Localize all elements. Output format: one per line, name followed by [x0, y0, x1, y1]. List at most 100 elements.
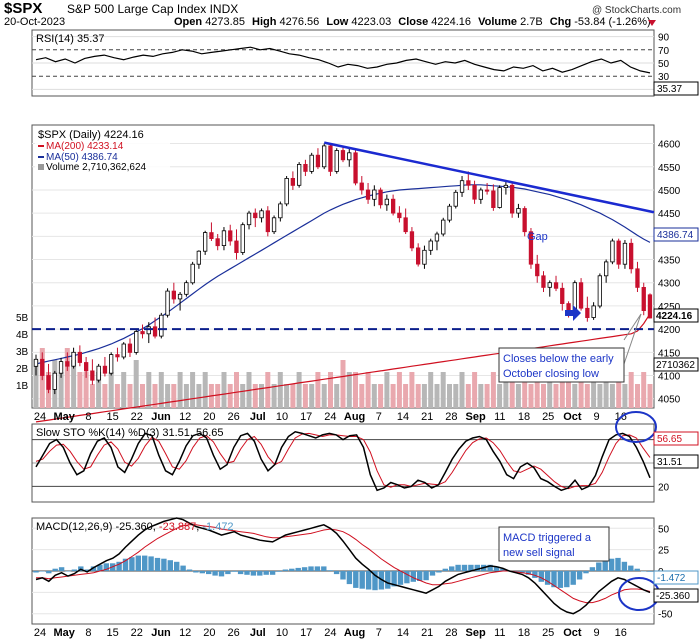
- candle-body: [115, 354, 120, 358]
- candle-body: [553, 282, 559, 289]
- macd-histogram-bar: [647, 571, 653, 572]
- callout-pointer: [623, 313, 642, 341]
- candle-body: [629, 242, 634, 270]
- volume-bar: [202, 372, 208, 408]
- x-axis-label: Sep: [466, 627, 486, 639]
- macd-histogram-bar: [551, 571, 557, 588]
- x-axis-label: 20: [203, 411, 215, 423]
- macd-annotation-line-2: new sell signal: [503, 547, 575, 559]
- volume-bar: [277, 372, 283, 408]
- candle-body: [102, 365, 108, 374]
- x-axis-label: 17: [300, 627, 312, 639]
- watermark: @ StockCharts.com: [592, 5, 681, 16]
- macd-histogram-bar: [429, 571, 436, 576]
- candle-body: [535, 263, 540, 277]
- volume-bar: [121, 372, 127, 408]
- candle-body: [428, 240, 433, 251]
- candle-body: [65, 361, 70, 367]
- x-axis-label: 10: [276, 627, 288, 639]
- x-axis-label: 24: [34, 627, 46, 639]
- candle-body: [347, 152, 352, 161]
- x-axis-label: 21: [421, 411, 433, 423]
- candle-body: [434, 233, 440, 242]
- macd-histogram-bar: [544, 571, 551, 585]
- volume-bar: [465, 384, 471, 408]
- macd-histogram-bar: [250, 571, 257, 576]
- volume-bar: [528, 384, 534, 408]
- macd-histogram-bar: [372, 571, 378, 591]
- macd-signal-line: [36, 524, 651, 604]
- candle-body: [265, 210, 271, 233]
- candle-body: [96, 365, 101, 381]
- volume-bar: [490, 372, 496, 408]
- volume-bar: [240, 384, 246, 408]
- candle-body: [165, 290, 170, 316]
- x-axis-price: 24 May 8 15 22 Jun 12 20 26 Jul 10 17 24 Aug 7 14 21 28 Se…: [34, 411, 627, 423]
- volume-bar: [447, 384, 452, 408]
- macd-histogram-bar: [576, 571, 583, 580]
- candle-body: [321, 145, 327, 168]
- macd-histogram-bar: [90, 566, 97, 571]
- rsi-tick-label: 90: [658, 33, 670, 44]
- stoch-panel: 805020 Slow STO %K(14) %D(3) 31.51, 56.6…: [31, 411, 699, 503]
- macd-histogram-bar: [333, 571, 340, 575]
- candle-body: [516, 208, 521, 214]
- chart-date: 20-Oct-2023: [4, 16, 65, 28]
- x-axis-macd: 24 May 8 15 22 Jun 12 20 26 Jul 10 17 24 Aug 7 14 21 28 Se…: [34, 627, 627, 639]
- macd-annotation-box: [498, 526, 610, 562]
- volume-bar: [515, 384, 521, 408]
- volume-bar: [64, 348, 70, 408]
- close-annotation-box: [498, 347, 625, 383]
- candle-body: [171, 290, 177, 300]
- x-axis-label: Oct: [563, 627, 582, 639]
- chart-header: $SPX S&P 500 Large Cap Index INDX @ Stoc…: [4, 0, 681, 28]
- ma200-line: [35, 313, 651, 423]
- x-axis-label: 8: [85, 627, 91, 639]
- price-tick-label: 4050: [658, 395, 681, 406]
- candle-body: [447, 205, 452, 221]
- volume-bar: [302, 384, 308, 408]
- volume-bar: [553, 384, 559, 408]
- x-axis-label: Sep: [466, 411, 486, 423]
- volume-bar: [478, 384, 484, 408]
- macd-histogram-bar: [206, 571, 212, 575]
- macd-histogram-bar: [263, 571, 269, 575]
- macd-histogram-bar: [353, 571, 359, 588]
- macd-histogram-bar: [410, 571, 416, 582]
- volume-bar: [641, 372, 647, 408]
- candle-body: [146, 326, 151, 335]
- macd-histogram-bar: [628, 565, 634, 571]
- volume-bar: [566, 372, 571, 408]
- macd-histogram-bar: [621, 561, 628, 571]
- volume-bar: [415, 384, 421, 408]
- macd-histogram-bar: [97, 564, 103, 571]
- candle-body: [390, 198, 396, 214]
- stoch-legend: Slow STO %K(14) %D(3) 31.51, 56.65: [36, 427, 224, 439]
- x-axis-label: 22: [131, 627, 143, 639]
- candle-body: [497, 187, 502, 208]
- macd-histogram-bar: [519, 571, 525, 573]
- x-axis-label: 22: [131, 411, 143, 423]
- macd-hist-tag: [653, 570, 699, 585]
- macd-histogram-bar: [225, 571, 231, 575]
- x-axis-label: 11: [494, 411, 505, 423]
- macd-value-tag: [653, 588, 699, 603]
- candle-body: [121, 343, 126, 358]
- candle-body: [604, 261, 609, 277]
- candle-body: [422, 249, 427, 265]
- callout-pointer-2: [623, 313, 642, 365]
- macd-histogram-bar: [308, 566, 314, 571]
- candle-body: [635, 268, 640, 288]
- macd-histogram-bar: [212, 571, 218, 576]
- volume-bar: [77, 372, 83, 408]
- volume-bar: [616, 372, 622, 408]
- legend-background: [35, 127, 170, 175]
- macd-histogram-bar: [314, 566, 321, 571]
- candle-body: [52, 372, 57, 390]
- price-tick-label: 4250: [658, 302, 681, 313]
- x-axis-label: 12: [179, 627, 191, 639]
- x-axis-label: 9: [594, 627, 600, 639]
- x-axis-label: 7: [376, 627, 382, 639]
- volume-bar: [440, 372, 446, 408]
- candle-body: [359, 182, 364, 191]
